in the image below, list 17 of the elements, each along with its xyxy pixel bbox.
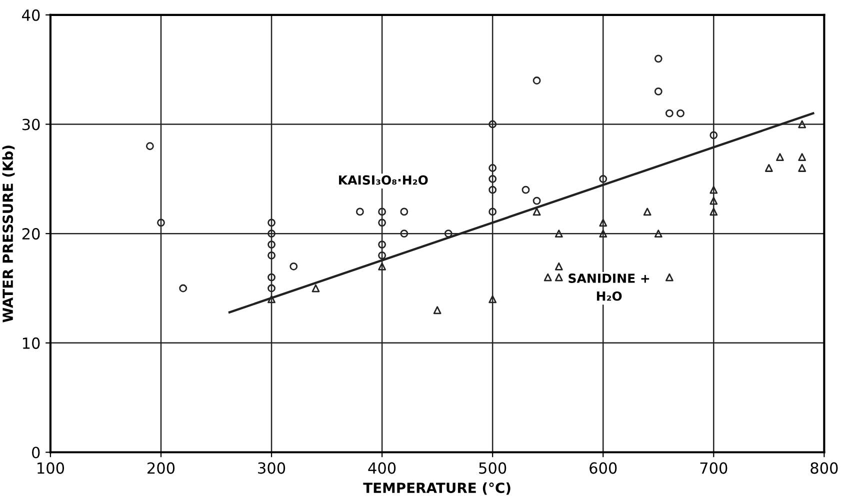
x-tick-label: 200 <box>148 462 175 474</box>
x-tick-label: 800 <box>810 462 838 474</box>
y-tick-label: 40 <box>22 9 40 21</box>
y-axis-title: WATER PRESSURE (Kb) <box>2 146 15 322</box>
annotation: KAISI₃O₈·H₂O <box>339 175 428 185</box>
x-tick-label: 300 <box>258 462 286 474</box>
annotation: SANIDINE + H₂O <box>568 274 650 301</box>
y-tick-label: 20 <box>22 228 40 240</box>
y-tick-label: 30 <box>22 118 40 130</box>
x-tick-label: 600 <box>590 462 617 474</box>
x-axis-title: TEMPERATURE (°C) <box>363 482 510 495</box>
x-tick-label: 100 <box>38 462 64 474</box>
y-tick-label: 10 <box>22 337 40 349</box>
x-tick-label: 400 <box>368 462 396 474</box>
x-tick-label: 500 <box>479 462 506 474</box>
x-tick-label: 700 <box>700 462 728 474</box>
y-tick-label: 0 <box>32 446 40 458</box>
